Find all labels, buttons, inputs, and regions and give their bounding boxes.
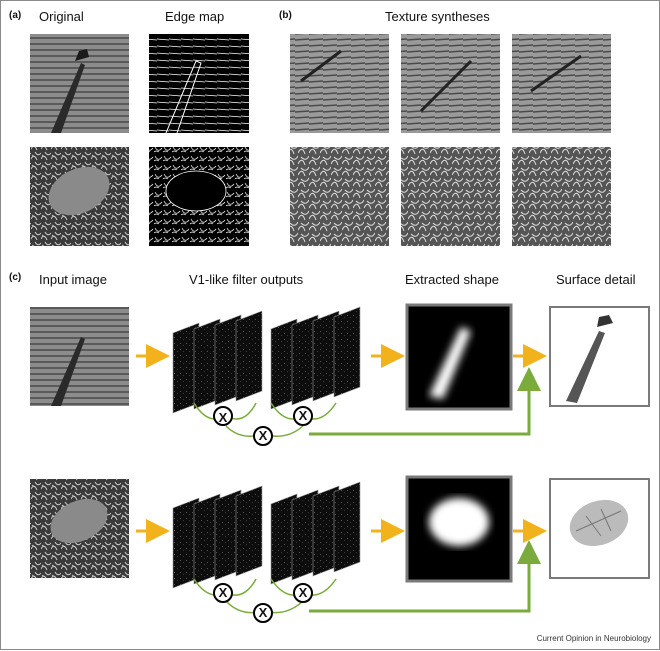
original-giraffe-image — [30, 34, 129, 133]
filter-stack-1 — [172, 306, 361, 414]
header-extracted-shape: Extracted shape — [405, 272, 499, 287]
edge-map-leaf — [149, 147, 249, 246]
panel-label-a: (a) — [9, 10, 22, 21]
header-filter-outputs: V1-like filter outputs — [189, 272, 304, 287]
header-edge-map: Edge map — [165, 9, 225, 24]
multiply-node-2c: X — [253, 603, 273, 623]
multiply-node-1a: X — [213, 406, 233, 426]
texture-synthesis-leaf-1 — [290, 147, 389, 246]
multiply-node-1b: X — [293, 406, 313, 426]
edge-map-giraffe — [149, 34, 249, 134]
multiply-node-2a: X — [213, 583, 233, 603]
surface-detail-giraffe — [549, 306, 650, 407]
multiply-node-2b: X — [293, 583, 313, 603]
texture-synthesis-giraffe-1 — [290, 34, 389, 133]
header-original: Original — [39, 9, 84, 24]
header-input-image: Input image — [39, 272, 107, 287]
texture-synthesis-giraffe-3 — [512, 34, 611, 133]
header-surface-detail: Surface detail — [556, 272, 636, 287]
texture-synthesis-leaf-2 — [401, 147, 500, 246]
panel-label-b: (b) — [279, 10, 292, 21]
arrow-green-2 — [309, 540, 541, 613]
multiply-node-1c: X — [253, 426, 273, 446]
header-texture-syntheses: Texture syntheses — [385, 9, 490, 24]
extracted-shape-giraffe — [405, 303, 513, 411]
texture-synthesis-leaf-3 — [512, 147, 611, 246]
extracted-shape-leaf — [405, 475, 513, 583]
journal-credit: Current Opinion in Neurobiology — [536, 634, 651, 643]
input-image-leaf — [30, 479, 129, 578]
filter-stack-2 — [172, 481, 361, 589]
panel-label-c: (c) — [9, 272, 22, 283]
arrow-green-1 — [309, 367, 541, 436]
surface-detail-leaf — [549, 478, 650, 579]
original-leaf-image — [30, 147, 129, 246]
input-image-giraffe — [30, 307, 129, 406]
